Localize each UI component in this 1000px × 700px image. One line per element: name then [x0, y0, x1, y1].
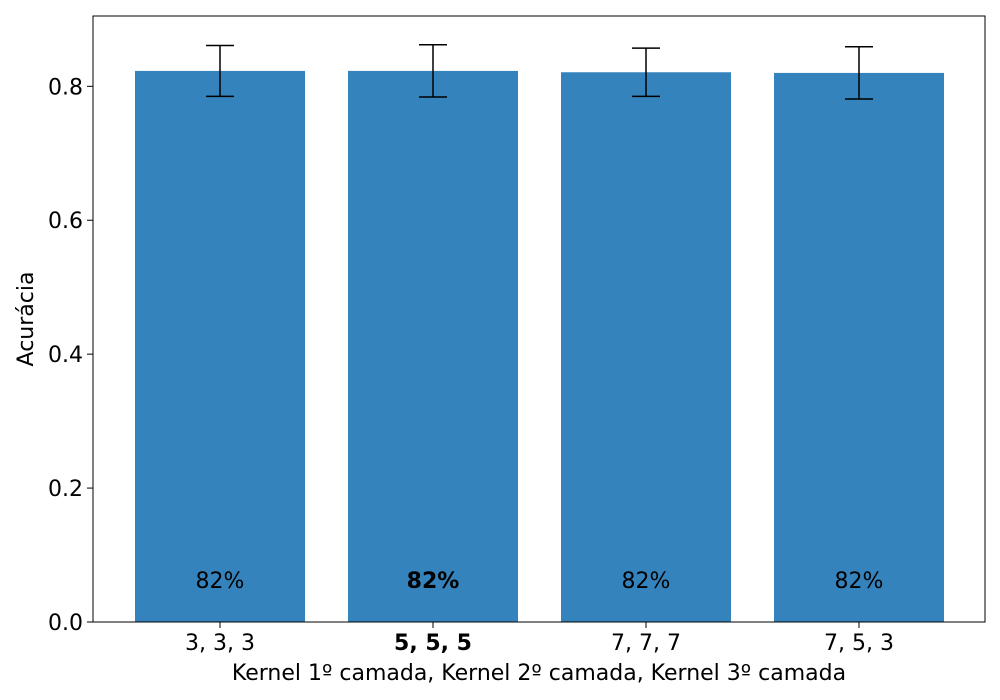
- error-bars: [206, 44, 873, 100]
- bar-value-label: 82%: [196, 569, 245, 594]
- y-tick-label: 0.4: [48, 343, 83, 368]
- y-tick-label: 0.8: [48, 75, 83, 100]
- error-bar: [632, 47, 660, 98]
- error-bar: [206, 44, 234, 98]
- error-bar: [419, 44, 447, 98]
- bar-value-label: 82%: [407, 569, 460, 594]
- x-tick-label: 7, 5, 3: [824, 631, 894, 656]
- y-tick-label: 0.2: [48, 477, 83, 502]
- x-axis-label: Kernel 1º camada, Kernel 2º camada, Kern…: [232, 661, 846, 686]
- bar: [774, 72, 944, 623]
- x-tick-label: 5, 5, 5: [394, 631, 472, 656]
- bar-value-labels: 82% 82% 82% 82%: [196, 569, 884, 594]
- bars: [135, 70, 944, 623]
- bar: [135, 70, 305, 623]
- error-bar: [845, 46, 873, 100]
- y-tick-label: 0.6: [48, 209, 83, 234]
- y-axis: 0.0 0.2 0.4 0.6 0.8: [48, 75, 93, 636]
- bar-value-label: 82%: [835, 569, 884, 594]
- x-axis: 3, 3, 3 5, 5, 5 7, 7, 7 7, 5, 3: [185, 622, 894, 656]
- bar-value-label: 82%: [622, 569, 671, 594]
- plot-frame: [92, 15, 986, 623]
- x-tick-label: 3, 3, 3: [185, 631, 255, 656]
- bar: [561, 72, 731, 623]
- y-tick-label: 0.0: [48, 611, 83, 636]
- bar: [348, 70, 518, 623]
- x-tick-label: 7, 7, 7: [611, 631, 681, 656]
- y-axis-label: Acurácia: [14, 272, 39, 367]
